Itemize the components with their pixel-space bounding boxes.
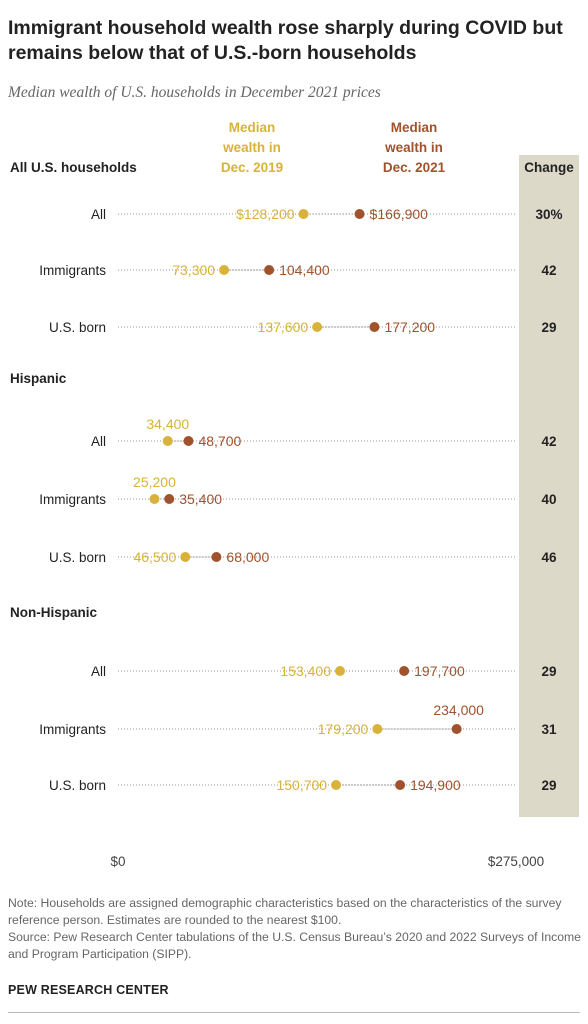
- value-label-2021: $166,900: [370, 206, 429, 222]
- pew-research-center-logo: PEW RESEARCH CENTER: [8, 983, 169, 997]
- dot-2019: [331, 780, 342, 790]
- row-label: Immigrants: [39, 263, 106, 278]
- value-label-2019: 34,400: [146, 416, 189, 432]
- dot-2021: [451, 724, 462, 734]
- value-label-2021: 68,000: [226, 549, 269, 565]
- chart-title: Immigrant household wealth rose sharply …: [8, 17, 563, 64]
- dot-2019: [335, 666, 346, 676]
- row-label: Immigrants: [39, 492, 106, 507]
- value-label-2021: 197,700: [414, 663, 465, 679]
- value-label-2019: 153,400: [280, 663, 331, 679]
- dot-2021: [354, 209, 365, 219]
- value-label-2019: $128,200: [236, 206, 295, 222]
- change-value: 42: [541, 263, 556, 278]
- change-value: 29: [541, 320, 556, 335]
- row-label: U.S. born: [49, 778, 106, 793]
- change-value: 46: [541, 550, 557, 565]
- change-value: 42: [541, 434, 556, 449]
- change-column-band: [519, 155, 579, 817]
- row-label: All: [91, 434, 106, 449]
- dot-2021: [395, 780, 406, 790]
- row-label: U.S. born: [49, 320, 106, 335]
- dot-2021: [264, 265, 275, 275]
- value-label-2019: 25,200: [133, 474, 176, 490]
- group-header: Non-Hispanic: [10, 605, 97, 620]
- legend-series-2021: Median wealth in Dec. 2021: [383, 120, 446, 175]
- change-value: 29: [541, 778, 556, 793]
- dot-2019: [219, 265, 230, 275]
- change-column-header: Change: [524, 160, 574, 175]
- change-value: 29: [541, 664, 556, 679]
- dot-2021: [399, 666, 410, 676]
- value-label-2021: 177,200: [384, 319, 435, 335]
- dot-plot-chart: Change Median wealth in Dec. 2019 Median weal…: [10, 120, 579, 869]
- change-value: 31: [541, 722, 557, 737]
- value-label-2021: 48,700: [198, 433, 241, 449]
- legend-series-2019: Median wealth in Dec. 2019: [221, 120, 283, 175]
- dot-2019: [149, 494, 160, 504]
- dot-2021: [183, 436, 194, 446]
- row-label: All: [91, 207, 106, 222]
- dot-2019: [312, 322, 323, 332]
- change-value: 40: [541, 492, 556, 507]
- dot-2019: [298, 209, 309, 219]
- x-tick-label-min: $0: [110, 854, 125, 869]
- dot-2019: [180, 552, 191, 562]
- value-label-2021: 194,900: [410, 777, 461, 793]
- row-label: U.S. born: [49, 550, 106, 565]
- dot-2021: [211, 552, 222, 562]
- value-label-2019: 137,600: [258, 319, 309, 335]
- dot-2021: [164, 494, 175, 504]
- value-label-2019: 46,500: [133, 549, 176, 565]
- group-header: Hispanic: [10, 371, 67, 386]
- bottom-rule: [8, 1012, 580, 1013]
- row-label: All: [91, 664, 106, 679]
- dot-2021: [369, 322, 380, 332]
- value-label-2021: 104,400: [279, 262, 330, 278]
- value-label-2019: 179,200: [318, 721, 369, 737]
- change-value: 30%: [535, 207, 562, 222]
- x-tick-label-max: $275,000: [488, 854, 544, 869]
- chart-source: Source: Pew Research Center tabulations …: [8, 930, 581, 961]
- value-label-2021: 35,400: [179, 491, 222, 507]
- value-label-2019: 150,700: [276, 777, 327, 793]
- chart-note: Note: Households are assigned demographi…: [8, 896, 562, 927]
- row-label: Immigrants: [39, 722, 106, 737]
- dot-2019: [162, 436, 173, 446]
- dot-2019: [372, 724, 383, 734]
- value-label-2021: 234,000: [433, 702, 484, 718]
- group-header: All U.S. households: [10, 160, 137, 175]
- value-label-2019: 73,300: [172, 262, 215, 278]
- chart-subtitle: Median wealth of U.S. households in Dece…: [8, 84, 381, 101]
